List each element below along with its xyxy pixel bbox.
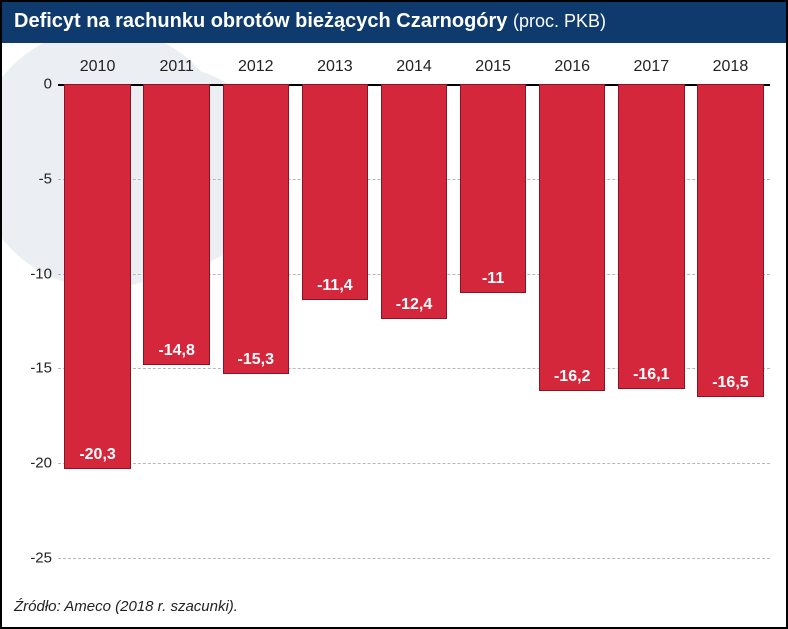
bar: -11,4 <box>302 84 368 300</box>
bar-slot: 2012 -15,3 <box>216 58 295 558</box>
bar-value-label: -16,1 <box>619 366 683 384</box>
bar-value-label: -16,5 <box>698 374 762 392</box>
x-tick-label: 2017 <box>612 58 691 76</box>
x-tick-label: 2014 <box>374 58 453 76</box>
bar-slot: 2011 -14,8 <box>137 58 216 558</box>
bar-slot: 2015 -11 <box>454 58 533 558</box>
bar: -14,8 <box>143 84 209 365</box>
plot-area: 0-5-10-15-20-252010-20,32011-14,82012-15… <box>58 58 770 558</box>
bar-slot: 2017 -16,1 <box>612 58 691 558</box>
bar-value-label: -11,4 <box>303 277 367 295</box>
bar-value-label: -12,4 <box>382 296 446 314</box>
y-tick-label: -5 <box>18 170 52 187</box>
chart-container: 0 -5 -10 -15 -20 -25 2010 -20,3 2011 -14,8 2012 -15… <box>14 48 774 578</box>
bar-value-label: -11 <box>461 270 525 288</box>
bar-slot: 2010 -20,3 <box>58 58 137 558</box>
chart-subtitle: (proc. PKB) <box>513 11 606 31</box>
bar-value-label: -20,3 <box>65 446 129 464</box>
bar-value-label: -14,8 <box>144 342 208 360</box>
bar: -16,2 <box>539 84 605 391</box>
x-tick-label: 2015 <box>454 58 533 76</box>
x-tick-label: 2016 <box>533 58 612 76</box>
bar: -15,3 <box>223 84 289 374</box>
y-tick-label: 0 <box>18 76 52 93</box>
bar-value-label: -15,3 <box>224 351 288 369</box>
x-tick-label: 2011 <box>137 58 216 76</box>
x-tick-label: 2010 <box>58 58 137 76</box>
bar: -16,5 <box>697 84 763 397</box>
bar-slot: 2018 -16,5 <box>691 58 770 558</box>
bar: -20,3 <box>64 84 130 469</box>
y-tick-label: -20 <box>18 455 52 472</box>
x-tick-label: 2018 <box>691 58 770 76</box>
bar-slot: 2013 -11,4 <box>295 58 374 558</box>
grid-line <box>58 558 770 559</box>
bar: -12,4 <box>381 84 447 319</box>
y-tick-label: -25 <box>18 550 52 567</box>
x-tick-label: 2012 <box>216 58 295 76</box>
y-tick-label: -15 <box>18 360 52 377</box>
source-text: Źródło: Ameco (2018 r. szacunki). <box>14 598 238 615</box>
bar-slot: 2014 -12,4 <box>374 58 453 558</box>
bar-slot: 2016 -16,2 <box>533 58 612 558</box>
bar-value-label: -16,2 <box>540 368 604 386</box>
x-tick-label: 2013 <box>295 58 374 76</box>
bar: -16,1 <box>618 84 684 389</box>
bar: -11 <box>460 84 526 293</box>
y-tick-label: -10 <box>18 265 52 282</box>
